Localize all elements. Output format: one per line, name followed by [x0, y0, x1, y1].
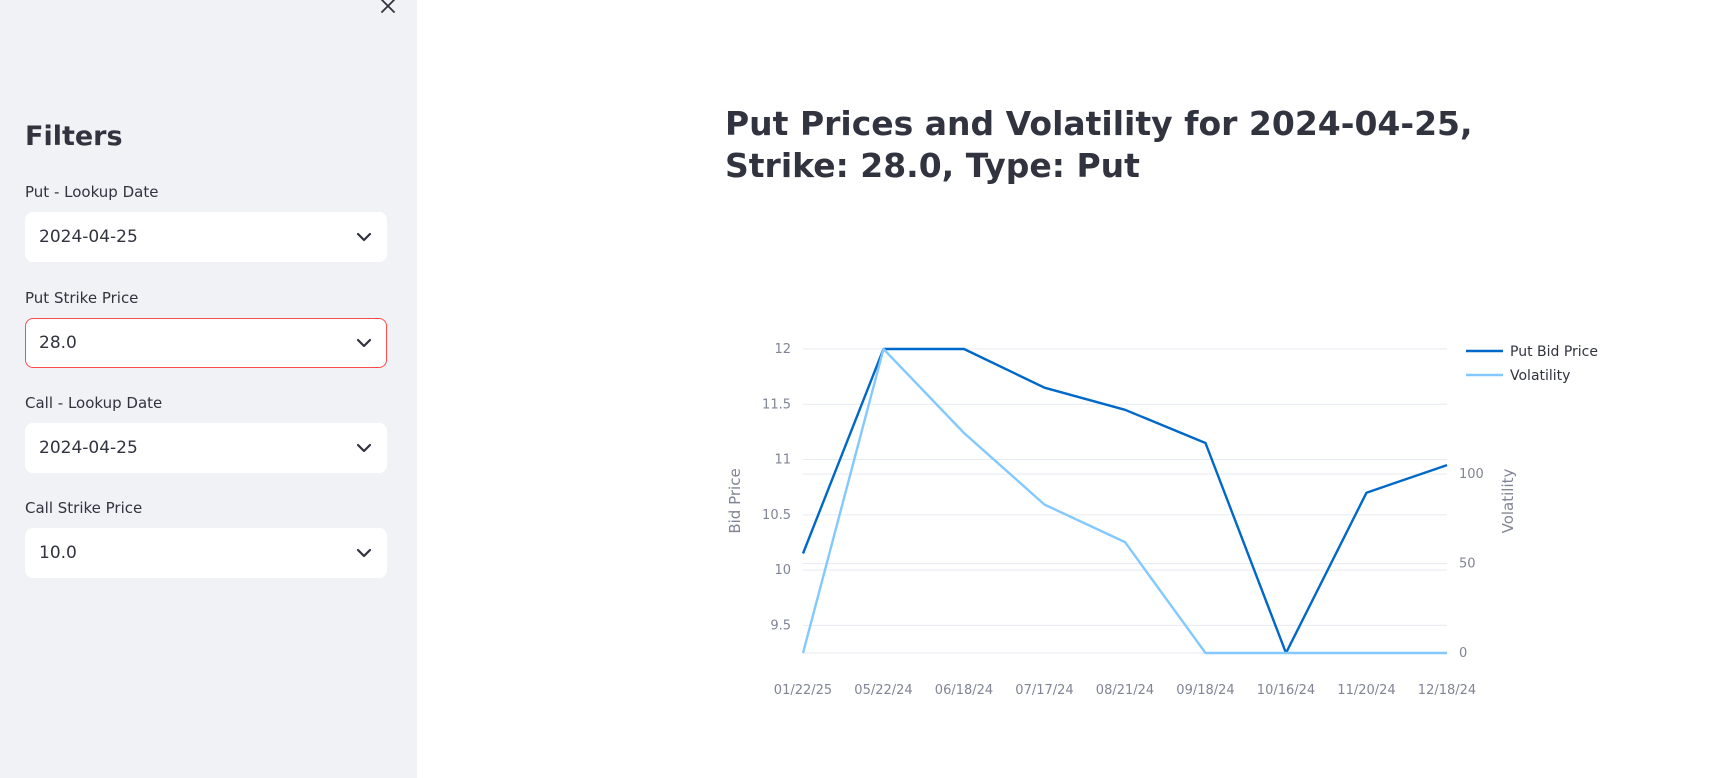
y2-tick-label: 0 [1459, 646, 1467, 661]
put-lookup-date-select[interactable]: 2024-04-25 [25, 212, 387, 262]
chevron-down-icon [356, 232, 372, 242]
legend-label: Put Bid Price [1510, 344, 1598, 360]
x-tick-label: 10/16/24 [1257, 683, 1315, 698]
put-strike-price-value: 28.0 [39, 333, 77, 353]
close-icon [381, 0, 395, 13]
x-tick-label: 08/21/24 [1096, 683, 1154, 698]
x-tick-label: 06/18/24 [935, 683, 993, 698]
put-strike-price-label: Put Strike Price [25, 289, 139, 307]
series-line-put-bid-price [801, 347, 1448, 655]
chevron-down-icon [356, 548, 372, 558]
sidebar: Filters Put - Lookup Date 2024-04-25 Put… [0, 0, 417, 778]
x-tick-label: 12/18/24 [1418, 683, 1476, 698]
put-strike-price-field: Put Strike Price 28.0 [25, 288, 387, 368]
call-lookup-date-select[interactable]: 2024-04-25 [25, 423, 387, 473]
put-strike-price-select[interactable]: 28.0 [25, 318, 387, 368]
x-tick-label: 09/18/24 [1176, 683, 1234, 698]
y-axis-title: Bid Price [726, 468, 744, 533]
call-strike-price-value: 10.0 [39, 543, 77, 563]
y-tick-label: 11 [774, 453, 791, 468]
y-tick-label: 9.5 [770, 618, 791, 633]
chevron-down-icon [356, 443, 372, 453]
filters-heading: Filters [25, 121, 123, 152]
y-tick-label: 12 [774, 342, 791, 357]
call-strike-price-label: Call Strike Price [25, 499, 143, 517]
call-lookup-date-field: Call - Lookup Date 2024-04-25 [25, 393, 387, 473]
y2-tick-label: 100 [1459, 467, 1484, 482]
x-tick-label: 11/20/24 [1337, 683, 1395, 698]
call-lookup-date-label: Call - Lookup Date [25, 394, 163, 412]
x-tick-label: 05/22/24 [854, 683, 912, 698]
put-lookup-date-label: Put - Lookup Date [25, 183, 159, 201]
call-strike-price-field: Call Strike Price 10.0 [25, 498, 387, 578]
chevron-down-icon [356, 338, 372, 348]
x-tick-label: 07/17/24 [1015, 683, 1073, 698]
y-tick-label: 10.5 [762, 508, 791, 523]
put-lookup-date-value: 2024-04-25 [39, 227, 138, 247]
call-strike-price-select[interactable]: 10.0 [25, 528, 387, 578]
close-sidebar-button[interactable] [376, 0, 400, 18]
main-content: Put Prices and Volatility for 2024-04-25… [417, 0, 1716, 778]
y2-tick-label: 50 [1459, 557, 1476, 572]
page-title: Put Prices and Volatility for 2024-04-25… [725, 104, 1473, 185]
y-tick-label: 10 [774, 563, 791, 578]
call-lookup-date-value: 2024-04-25 [39, 438, 138, 458]
y2-axis-title: Volatility [1499, 468, 1517, 533]
put-lookup-date-field: Put - Lookup Date 2024-04-25 [25, 182, 387, 262]
legend-label: Volatility [1510, 368, 1570, 384]
series-line-volatility [801, 347, 1447, 655]
y-tick-label: 11.5 [762, 397, 791, 412]
x-tick-label: 01/22/25 [774, 683, 832, 698]
